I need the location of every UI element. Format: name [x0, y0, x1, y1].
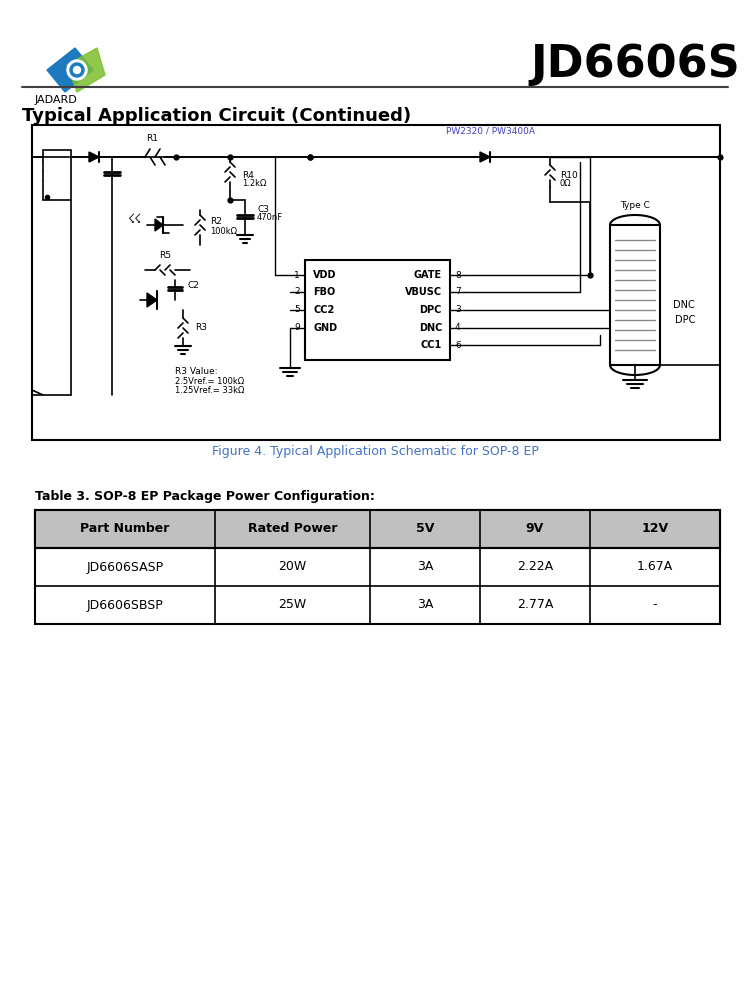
Text: 1: 1 — [294, 270, 300, 279]
Circle shape — [74, 66, 80, 74]
Polygon shape — [480, 152, 490, 162]
Text: Table 3. SOP-8 EP Package Power Configuration:: Table 3. SOP-8 EP Package Power Configur… — [35, 490, 375, 503]
Text: GND: GND — [313, 323, 338, 333]
Text: R4: R4 — [242, 170, 254, 180]
Text: Part Number: Part Number — [80, 522, 170, 536]
Text: DNC: DNC — [674, 300, 695, 310]
Text: Type C: Type C — [620, 201, 650, 210]
Bar — [43, 150, 71, 200]
Bar — [32, 125, 720, 440]
Bar — [35, 510, 720, 548]
Text: DPC: DPC — [675, 315, 695, 325]
Polygon shape — [47, 48, 93, 92]
Text: R10: R10 — [560, 170, 578, 180]
Text: GATE: GATE — [414, 270, 442, 280]
Text: R1: R1 — [146, 134, 158, 143]
Text: 9V: 9V — [526, 522, 544, 536]
Text: 2: 2 — [294, 288, 300, 296]
Text: ☇☇: ☇☇ — [128, 214, 142, 227]
Circle shape — [70, 63, 84, 77]
Text: 1.2kΩ: 1.2kΩ — [242, 180, 266, 188]
Text: VBUSC: VBUSC — [405, 287, 442, 297]
Text: JADARD: JADARD — [34, 95, 77, 105]
Text: VDD: VDD — [313, 270, 337, 280]
Text: 20W: 20W — [278, 560, 307, 574]
Text: 9: 9 — [294, 324, 300, 332]
Text: R3 Value:: R3 Value: — [175, 367, 217, 376]
Text: Typical Application Circuit (Continued): Typical Application Circuit (Continued) — [22, 107, 411, 125]
Text: 12V: 12V — [641, 522, 668, 536]
Text: 2.77A: 2.77A — [517, 598, 554, 611]
Text: 7: 7 — [455, 288, 460, 296]
Bar — [610, 225, 660, 365]
Text: 5: 5 — [294, 306, 300, 314]
Text: DNC: DNC — [419, 323, 442, 333]
Text: Figure 4. Typical Application Schematic for SOP-8 EP: Figure 4. Typical Application Schematic … — [211, 446, 538, 458]
Bar — [35, 510, 720, 624]
Text: 2.5Vref.= 100kΩ: 2.5Vref.= 100kΩ — [175, 377, 244, 386]
Text: 3A: 3A — [417, 560, 434, 574]
Polygon shape — [155, 219, 163, 231]
Text: 3: 3 — [455, 306, 460, 314]
Text: JD6606SASP: JD6606SASP — [86, 560, 164, 574]
Text: Rated Power: Rated Power — [248, 522, 338, 536]
Text: JD6606SBSP: JD6606SBSP — [86, 598, 164, 611]
Bar — [305, 260, 450, 360]
Text: PW2320 / PW3400A: PW2320 / PW3400A — [446, 126, 535, 135]
Circle shape — [67, 60, 87, 80]
Text: 100kΩ: 100kΩ — [210, 227, 237, 235]
Text: FBO: FBO — [313, 287, 335, 297]
Text: 2.22A: 2.22A — [517, 560, 553, 574]
Text: 1.25Vref.= 33kΩ: 1.25Vref.= 33kΩ — [175, 386, 244, 395]
Polygon shape — [67, 48, 105, 92]
Text: 25W: 25W — [278, 598, 307, 611]
Text: CC2: CC2 — [313, 305, 334, 315]
Text: 3A: 3A — [417, 598, 434, 611]
Text: C3: C3 — [257, 206, 269, 215]
Text: 8: 8 — [455, 270, 460, 279]
Text: DPC: DPC — [420, 305, 442, 315]
Text: R5: R5 — [159, 251, 171, 260]
Text: R3: R3 — [195, 324, 207, 332]
Text: 0Ω: 0Ω — [560, 180, 572, 188]
Text: -: - — [652, 598, 657, 611]
Text: CC1: CC1 — [421, 340, 442, 350]
Text: JD6606S: JD6606S — [530, 43, 740, 87]
Text: 1.67A: 1.67A — [637, 560, 674, 574]
Text: 4: 4 — [455, 324, 460, 332]
Polygon shape — [147, 293, 157, 307]
Text: C2: C2 — [187, 280, 199, 290]
Text: R2: R2 — [210, 218, 222, 227]
Polygon shape — [89, 152, 99, 162]
Text: 5V: 5V — [416, 522, 434, 536]
Text: 470nF: 470nF — [257, 214, 284, 223]
Text: 6: 6 — [455, 340, 460, 350]
